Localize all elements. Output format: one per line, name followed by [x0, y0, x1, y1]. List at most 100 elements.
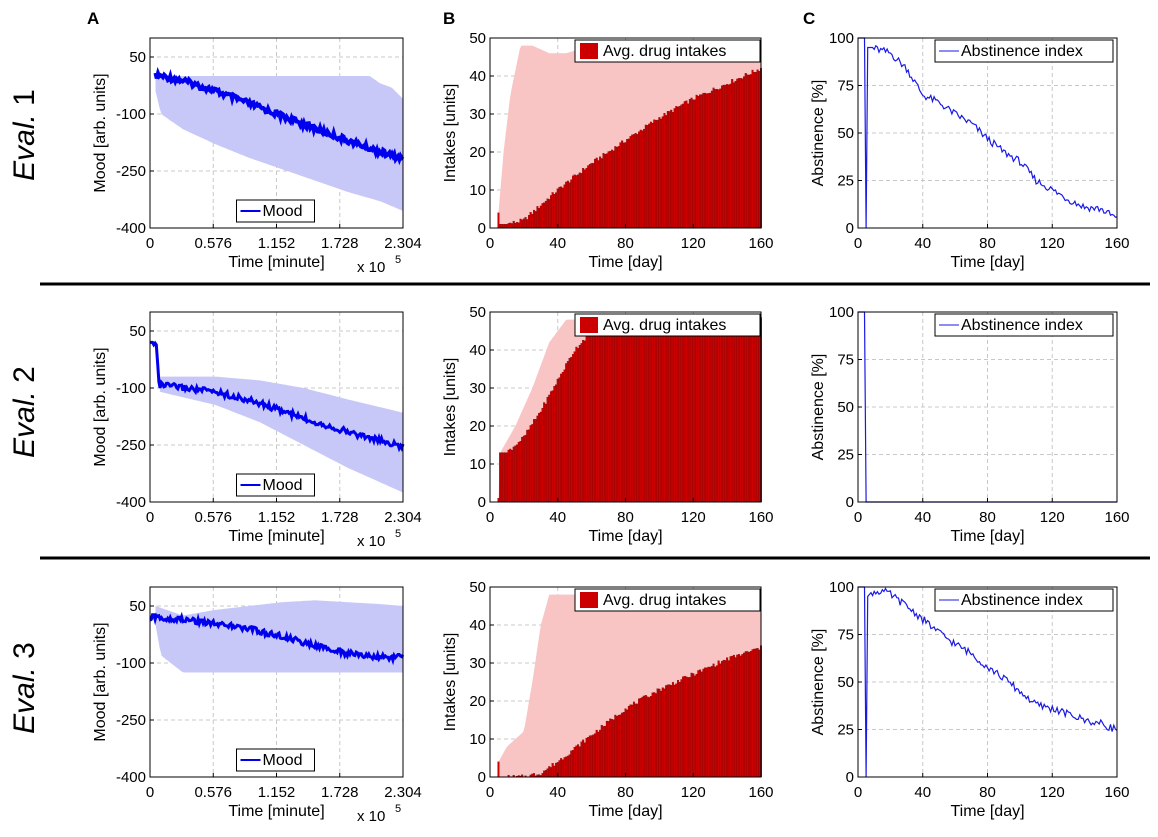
intake-bar [675, 106, 678, 229]
intake-bar [641, 317, 644, 503]
mood-variability-band [155, 76, 403, 211]
intake-bar [639, 319, 642, 503]
intake-bar [715, 88, 718, 229]
y-tick-label: 0 [478, 494, 486, 511]
intake-bar [666, 111, 669, 229]
intake-bar [666, 684, 669, 778]
intake-bar [654, 693, 657, 778]
intake-bar [707, 93, 710, 229]
legend-box [934, 39, 1114, 63]
intake-bar [539, 205, 542, 229]
intake-bar [575, 175, 578, 229]
intake-bar [533, 773, 536, 778]
intake-bar [592, 328, 595, 503]
x-tick-label: 2.304 [384, 235, 422, 252]
intake-bar [632, 318, 635, 503]
intake-bar [629, 704, 632, 778]
intake-bar [695, 317, 698, 503]
y-tick-label: 40 [469, 342, 486, 359]
intake-bar [521, 436, 524, 503]
intake-bar [512, 446, 515, 503]
intake-bar [707, 666, 710, 778]
intake-bar [544, 200, 547, 229]
intake-bar [661, 321, 664, 503]
x-tick-label: 1.152 [258, 509, 296, 526]
intake-bar [529, 425, 532, 503]
intake-bar [563, 757, 566, 778]
legend-label: Avg. drug intakes [603, 592, 726, 609]
intake-bar [712, 320, 715, 503]
intake-bar [626, 709, 629, 778]
y-axis-label: Abstinence [%] [810, 629, 827, 736]
panel-letter-c: C [803, 9, 815, 28]
intake-bar [680, 104, 683, 229]
y-tick-label: 0 [846, 494, 854, 511]
x-axis-label: Time [minute] [228, 254, 324, 271]
intake-bar [588, 164, 591, 229]
intake-bar [578, 345, 581, 503]
intake-bar [693, 317, 696, 503]
intake-bar [555, 762, 558, 778]
intake-bar [512, 220, 515, 229]
intake-bar [568, 358, 571, 503]
intake-bar [729, 83, 732, 229]
intake-bar [619, 142, 622, 229]
x-tick-label: 2.304 [384, 784, 422, 801]
intake-bar [541, 408, 544, 503]
y-tick-label: 50 [837, 125, 854, 142]
intake-bar [558, 377, 561, 503]
intake-bar [543, 202, 546, 229]
intake-bar [675, 317, 678, 503]
intake-bar [634, 317, 637, 503]
intake-bar [692, 673, 695, 778]
x-axis-label: Time [day] [588, 803, 662, 820]
intake-bar [688, 320, 691, 503]
x-tick-label: 160 [748, 509, 773, 526]
intake-bar [551, 390, 554, 503]
x-tick-label: 120 [681, 509, 706, 526]
intake-bar [604, 153, 607, 229]
intake-bar [607, 151, 610, 229]
x-tick-label: 160 [1104, 235, 1129, 252]
y-tick-label: 10 [469, 731, 486, 748]
intake-bar [502, 224, 505, 229]
intake-bar [734, 657, 737, 778]
intake-bar [577, 174, 580, 229]
intake-bar [627, 705, 630, 778]
y-tick-label: 50 [469, 304, 486, 321]
intake-bar [707, 317, 710, 503]
y-tick-label: 50 [469, 30, 486, 47]
legend: Abstinence index [934, 39, 1114, 63]
intake-bar [648, 320, 651, 503]
intake-bar [758, 70, 761, 229]
intake-bar [739, 78, 742, 229]
intake-bar [631, 134, 634, 229]
intake-bar [553, 386, 556, 503]
intake-bar [578, 746, 581, 778]
intake-bar [624, 142, 627, 229]
intake-bar [736, 654, 739, 778]
intake-bar [663, 688, 666, 778]
intake-bar [651, 122, 654, 229]
intake-bar [639, 698, 642, 778]
intake-bar [614, 320, 617, 503]
legend: Abstinence index [934, 588, 1114, 612]
intake-bar [609, 324, 612, 503]
intake-bar [677, 106, 679, 229]
intake-bar [692, 319, 695, 503]
intake-bar [649, 121, 652, 229]
intake-bar [533, 209, 536, 229]
x-tick-label: 1.728 [321, 509, 359, 526]
y-tick-label: -400 [116, 220, 146, 237]
x-tick-label: 0 [854, 235, 862, 252]
intake-bar [553, 194, 556, 229]
intake-bar [656, 119, 659, 229]
x-axis-label: Time [day] [950, 254, 1024, 271]
intake-bar [677, 317, 679, 503]
intake-bar [568, 754, 571, 778]
intake-bar [555, 384, 558, 503]
intake-bar [663, 113, 666, 229]
intake-bar [748, 318, 751, 503]
intake-bar [538, 413, 541, 503]
x-tick-label: 120 [1040, 509, 1065, 526]
